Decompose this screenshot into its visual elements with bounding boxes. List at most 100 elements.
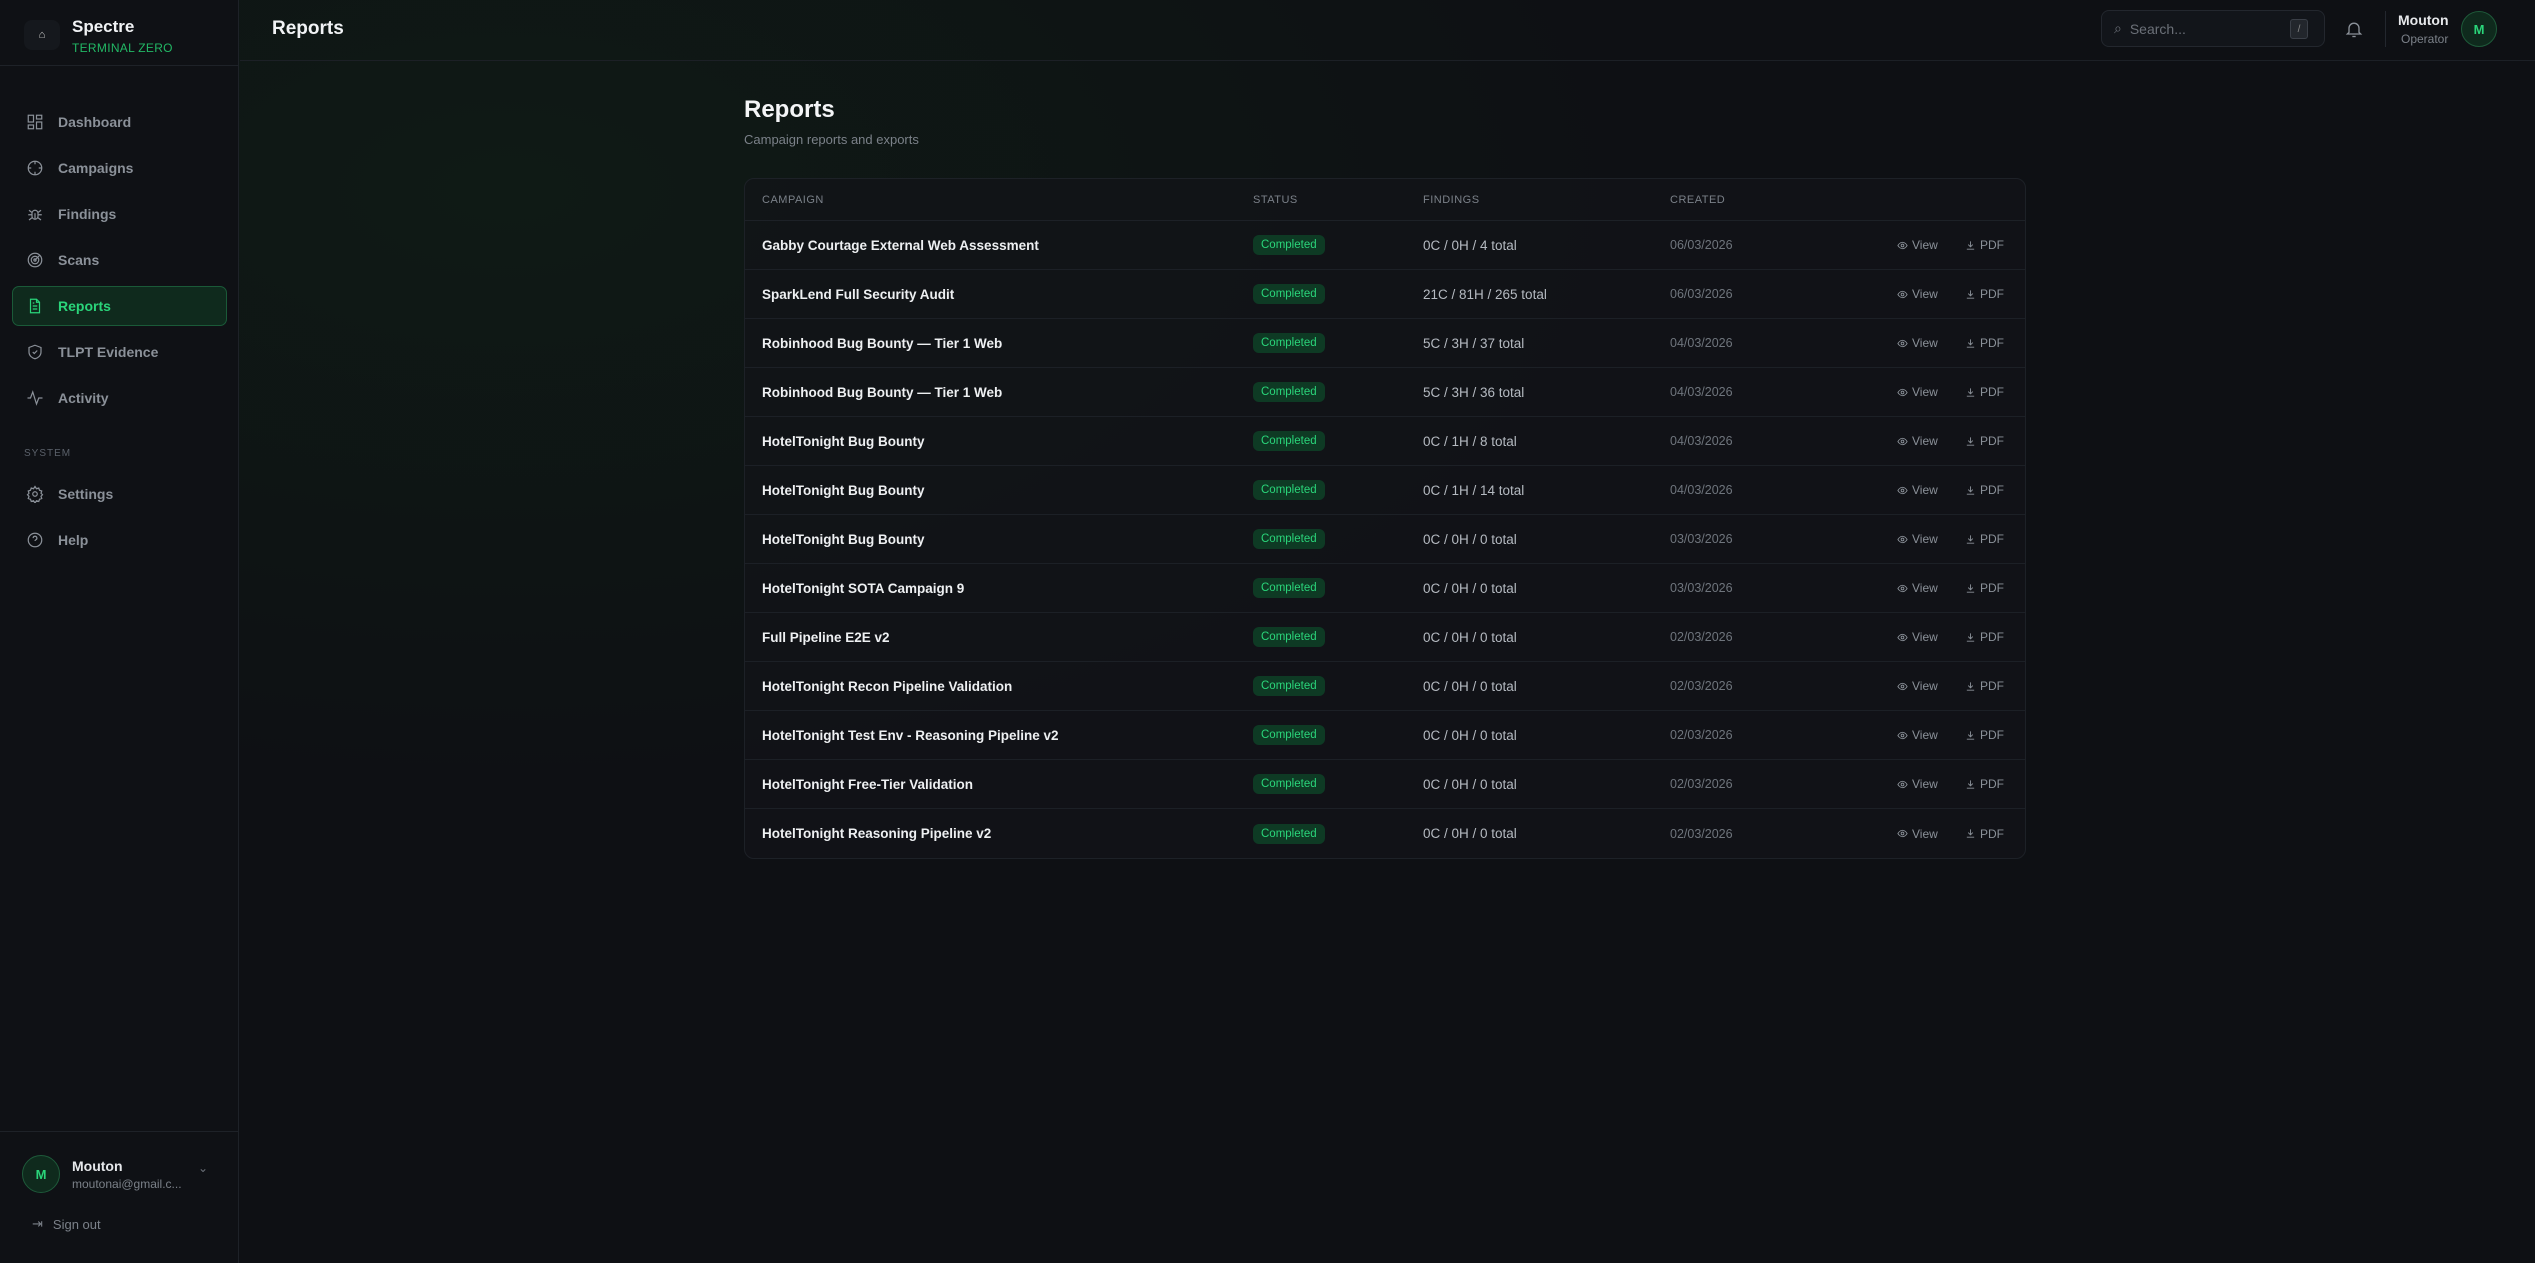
chevron-down-icon: ⌄ <box>198 1161 209 1175</box>
view-button[interactable]: View <box>1897 777 1938 791</box>
status-badge: Completed <box>1253 676 1325 696</box>
sidebar-item-activity[interactable]: Activity <box>12 378 227 418</box>
eye-icon <box>1897 241 1908 249</box>
bug-icon <box>28 209 42 221</box>
sidebar-item-label: Reports <box>58 298 111 314</box>
pdf-download-button[interactable]: PDF <box>1965 728 2004 742</box>
sign-out-label: Sign out <box>52 1216 101 1232</box>
eye-icon <box>1897 535 1908 543</box>
search-placeholder: Search... <box>2129 20 2186 37</box>
status-badge: Completed <box>1253 725 1325 745</box>
download-icon <box>1966 534 1975 544</box>
view-button[interactable]: View <box>1897 287 1938 301</box>
dashboard-icon <box>27 114 43 130</box>
sidebar-item-scans[interactable]: Scans <box>12 240 227 280</box>
pdf-download-button[interactable]: PDF <box>1965 532 2004 546</box>
table-row: Robinhood Bug Bounty — Tier 1 Web Comple… <box>745 368 2025 417</box>
view-button[interactable]: View <box>1897 630 1938 644</box>
pdf-label: PDF <box>1980 777 2004 791</box>
view-button[interactable]: View <box>1897 483 1938 497</box>
radar-icon <box>27 252 43 268</box>
download-icon <box>1966 779 1975 789</box>
pdf-download-button[interactable]: PDF <box>1965 777 2004 791</box>
pdf-download-button[interactable]: PDF <box>1965 287 2004 301</box>
status-badge: Completed <box>1253 480 1325 500</box>
view-label: View <box>1912 483 1938 497</box>
column-created: CREATED <box>1670 193 1726 206</box>
pdf-download-button[interactable]: PDF <box>1965 336 2004 350</box>
view-button[interactable]: View <box>1897 532 1938 546</box>
created-date: 03/03/2026 <box>1670 532 1733 546</box>
campaign-name: Full Pipeline E2E v2 <box>762 629 890 645</box>
pdf-download-button[interactable]: PDF <box>1965 827 2004 841</box>
table-row: SparkLend Full Security Audit Completed … <box>745 270 2025 319</box>
status-badge: Completed <box>1253 823 1325 844</box>
pdf-label: PDF <box>1980 728 2004 742</box>
pdf-label: PDF <box>1980 483 2004 497</box>
sidebar-item-label: Settings <box>58 486 114 502</box>
search-input[interactable]: ⌕ Search... / <box>2101 10 2325 47</box>
spectre-logo-icon[interactable]: ⌂ <box>24 20 60 50</box>
created-date: 02/03/2026 <box>1670 630 1733 644</box>
download-icon <box>1966 289 1975 299</box>
view-button[interactable]: View <box>1897 336 1938 350</box>
view-button[interactable]: View <box>1897 385 1938 399</box>
pdf-label: PDF <box>1980 532 2004 546</box>
page-title: Reports <box>744 96 835 123</box>
sidebar-item-settings[interactable]: Settings <box>12 474 227 514</box>
sidebar-item-reports[interactable]: Reports <box>12 286 227 326</box>
pdf-download-button[interactable]: PDF <box>1965 483 2004 497</box>
view-button[interactable]: View <box>1897 238 1938 252</box>
findings-summary: 0C / 0H / 0 total <box>1423 629 1517 645</box>
eye-icon <box>1897 633 1908 641</box>
sidebar-item-tlpt-evidence[interactable]: TLPT Evidence <box>12 332 227 372</box>
pdf-download-button[interactable]: PDF <box>1965 679 2004 693</box>
pdf-download-button[interactable]: PDF <box>1965 385 2004 399</box>
table-row: HotelTonight SOTA Campaign 9 Completed 0… <box>745 564 2025 613</box>
table-row: Full Pipeline E2E v2 Completed 0C / 0H /… <box>745 613 2025 662</box>
table-row: HotelTonight Bug Bounty Completed 0C / 1… <box>745 466 2025 515</box>
findings-summary: 0C / 0H / 0 total <box>1423 776 1517 792</box>
view-button[interactable]: View <box>1897 434 1938 448</box>
pdf-label: PDF <box>1980 581 2004 595</box>
view-button[interactable]: View <box>1897 728 1938 742</box>
pdf-label: PDF <box>1980 630 2004 644</box>
pdf-label: PDF <box>1980 434 2004 448</box>
created-date: 04/03/2026 <box>1670 434 1733 448</box>
view-label: View <box>1912 679 1938 693</box>
pdf-download-button[interactable]: PDF <box>1965 581 2004 595</box>
sidebar-item-label: TLPT Evidence <box>58 344 159 360</box>
created-date: 06/03/2026 <box>1670 287 1733 301</box>
eye-icon <box>1897 584 1908 592</box>
user-menu[interactable]: M Mouton moutonai@gmail.c... ⌄ <box>22 1155 217 1195</box>
user-name: Mouton <box>72 1158 123 1174</box>
sidebar-item-label: Findings <box>58 206 117 222</box>
campaign-name: HotelTonight Bug Bounty <box>762 482 925 498</box>
sidebar-item-help[interactable]: Help <box>12 520 227 560</box>
eye-icon <box>1897 290 1908 298</box>
sign-out-button[interactable]: ⇥ Sign out <box>32 1216 101 1232</box>
pdf-download-button[interactable]: PDF <box>1965 630 2004 644</box>
sidebar-item-label: Scans <box>58 252 100 268</box>
eye-icon <box>1897 780 1908 788</box>
sidebar-item-dashboard[interactable]: Dashboard <box>12 102 227 142</box>
header-avatar[interactable]: M <box>2461 11 2497 47</box>
view-button[interactable]: View <box>1897 827 1938 841</box>
findings-summary: 0C / 0H / 4 total <box>1423 237 1517 253</box>
view-button[interactable]: View <box>1897 581 1938 595</box>
view-label: View <box>1912 434 1938 448</box>
search-icon: ⌕ <box>2114 20 2122 36</box>
search-shortcut: / <box>2290 19 2308 39</box>
findings-summary: 21C / 81H / 265 total <box>1423 286 1547 302</box>
table-row: HotelTonight Bug Bounty Completed 0C / 0… <box>745 515 2025 564</box>
sidebar-item-campaigns[interactable]: Campaigns <box>12 148 227 188</box>
bell-icon[interactable] <box>2344 18 2364 45</box>
pdf-download-button[interactable]: PDF <box>1965 434 2004 448</box>
gear-icon <box>26 485 44 503</box>
created-date: 04/03/2026 <box>1670 483 1733 497</box>
status-badge: Completed <box>1253 431 1325 451</box>
column-campaign: CAMPAIGN <box>762 193 824 206</box>
sidebar-item-findings[interactable]: Findings <box>12 194 227 234</box>
view-button[interactable]: View <box>1897 679 1938 693</box>
pdf-download-button[interactable]: PDF <box>1965 238 2004 252</box>
